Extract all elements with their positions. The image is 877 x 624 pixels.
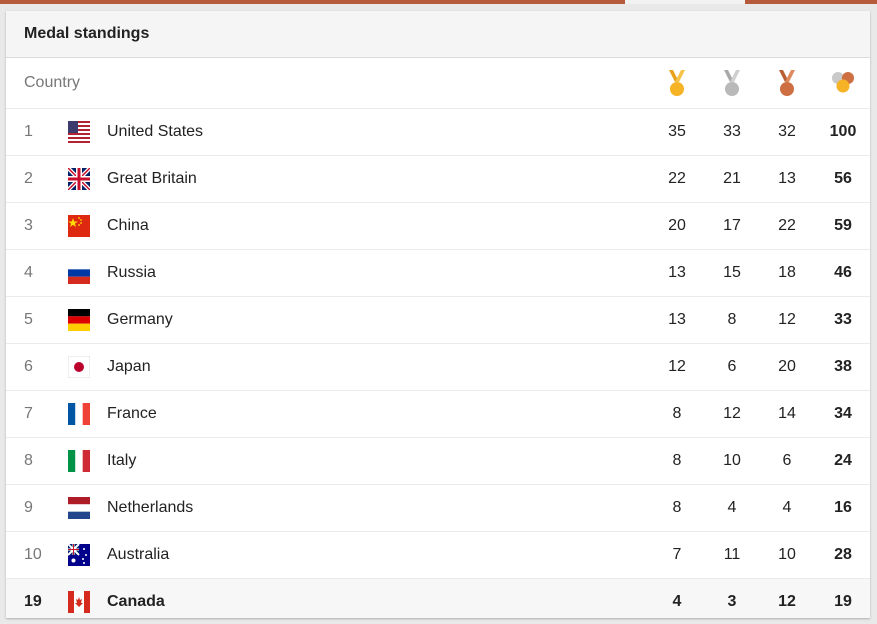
total-count: 38 [834, 358, 852, 375]
top-tab [625, 0, 745, 4]
table-row[interactable]: 10 Australia 7 11 10 28 [6, 532, 870, 579]
highlighted-country-row[interactable]: 19 Canada 4 3 12 19 [6, 579, 870, 618]
country-name: France [107, 405, 157, 422]
gold-count: 12 [668, 358, 686, 375]
table-row[interactable]: 2 Great Britain 22 21 13 56 [6, 156, 870, 203]
gold-count: 8 [672, 405, 682, 422]
bronze-count: 4 [782, 499, 792, 516]
country-name: Australia [107, 546, 170, 563]
bronze-count: 22 [778, 217, 796, 234]
rank: 4 [24, 264, 33, 281]
australia-flag-icon [68, 532, 90, 578]
silver-count: 6 [727, 358, 737, 375]
total-count: 16 [834, 499, 852, 516]
rank: 19 [24, 593, 42, 610]
bronze-medal-icon [767, 58, 807, 108]
table-row[interactable]: 5 Germany 13 8 12 33 [6, 297, 870, 344]
country-column-header: Country [24, 74, 81, 91]
top-accent-bar [0, 0, 877, 4]
total-count: 24 [834, 452, 852, 469]
silver-count: 4 [727, 499, 737, 516]
table-row[interactable]: 9 Netherlands 8 4 4 16 [6, 485, 870, 532]
gold-count: 35 [668, 123, 686, 140]
italy-flag-icon [68, 438, 90, 484]
gold-count: 8 [672, 452, 682, 469]
bronze-count: 6 [782, 452, 792, 469]
table-row[interactable]: 8 Italy 8 10 6 24 [6, 438, 870, 485]
table-row[interactable]: 1 United States 35 33 32 100 [6, 109, 870, 156]
rank: 10 [24, 546, 42, 563]
table-header-row: Country [6, 58, 870, 109]
total-count: 33 [834, 311, 852, 328]
silver-count: 12 [723, 405, 741, 422]
gold-medal-icon [657, 58, 697, 108]
silver-count: 15 [723, 264, 741, 281]
total-count: 46 [834, 264, 852, 281]
rank: 2 [24, 170, 33, 187]
bronze-count: 12 [778, 311, 796, 328]
total-count: 100 [829, 123, 857, 140]
russia-flag-icon [68, 250, 90, 296]
gold-count: 4 [672, 593, 682, 610]
country-name: Germany [107, 311, 173, 328]
total-count: 56 [834, 170, 852, 187]
total-count: 19 [834, 593, 852, 610]
country-name: United States [107, 123, 204, 140]
silver-count: 21 [723, 170, 741, 187]
japan-flag-icon [68, 344, 90, 390]
us-flag-icon [68, 109, 90, 155]
gold-count: 13 [668, 264, 686, 281]
rank: 3 [24, 217, 33, 234]
germany-flag-icon [68, 297, 90, 343]
table-row[interactable]: 6 Japan 12 6 20 38 [6, 344, 870, 391]
bronze-count: 18 [778, 264, 796, 281]
bronze-count: 12 [778, 593, 796, 610]
country-name: Russia [107, 264, 156, 281]
bronze-count: 13 [778, 170, 796, 187]
canada-flag-icon [68, 579, 90, 618]
country-name: Italy [107, 452, 137, 469]
silver-count: 33 [723, 123, 741, 140]
total-count: 34 [834, 405, 852, 422]
gold-count: 8 [672, 499, 682, 516]
bronze-count: 32 [778, 123, 796, 140]
country-name: China [107, 217, 149, 234]
medal-standings-card: Medal standings Country [6, 11, 870, 618]
silver-count: 11 [723, 546, 741, 563]
france-flag-icon [68, 391, 90, 437]
silver-medal-icon [712, 58, 752, 108]
rank: 6 [24, 358, 33, 375]
table-row[interactable]: 7 France 8 12 14 34 [6, 391, 870, 438]
country-name: Netherlands [107, 499, 194, 516]
rank: 1 [24, 123, 33, 140]
gold-count: 13 [668, 311, 686, 328]
country-name: Great Britain [107, 170, 197, 187]
silver-count: 17 [723, 217, 741, 234]
total-medals-icon [823, 58, 863, 108]
card-title: Medal standings [6, 11, 870, 58]
rank: 5 [24, 311, 33, 328]
total-count: 28 [834, 546, 852, 563]
netherlands-flag-icon [68, 485, 90, 531]
table-row[interactable]: 4 Russia 13 15 18 46 [6, 250, 870, 297]
bronze-count: 20 [778, 358, 796, 375]
china-flag-icon [68, 203, 90, 249]
bronze-count: 10 [778, 546, 796, 563]
silver-count: 3 [727, 593, 737, 610]
total-count: 59 [834, 217, 852, 234]
table-row[interactable]: 3 China 20 17 22 59 [6, 203, 870, 250]
bronze-count: 14 [778, 405, 796, 422]
gold-count: 22 [668, 170, 686, 187]
rank: 9 [24, 499, 33, 516]
gold-count: 20 [668, 217, 686, 234]
country-name: Canada [107, 593, 165, 610]
country-name: Japan [107, 358, 151, 375]
gold-count: 7 [672, 546, 682, 563]
silver-count: 8 [727, 311, 737, 328]
silver-count: 10 [723, 452, 741, 469]
rank: 7 [24, 405, 33, 422]
uk-flag-icon [68, 156, 90, 202]
rank: 8 [24, 452, 33, 469]
